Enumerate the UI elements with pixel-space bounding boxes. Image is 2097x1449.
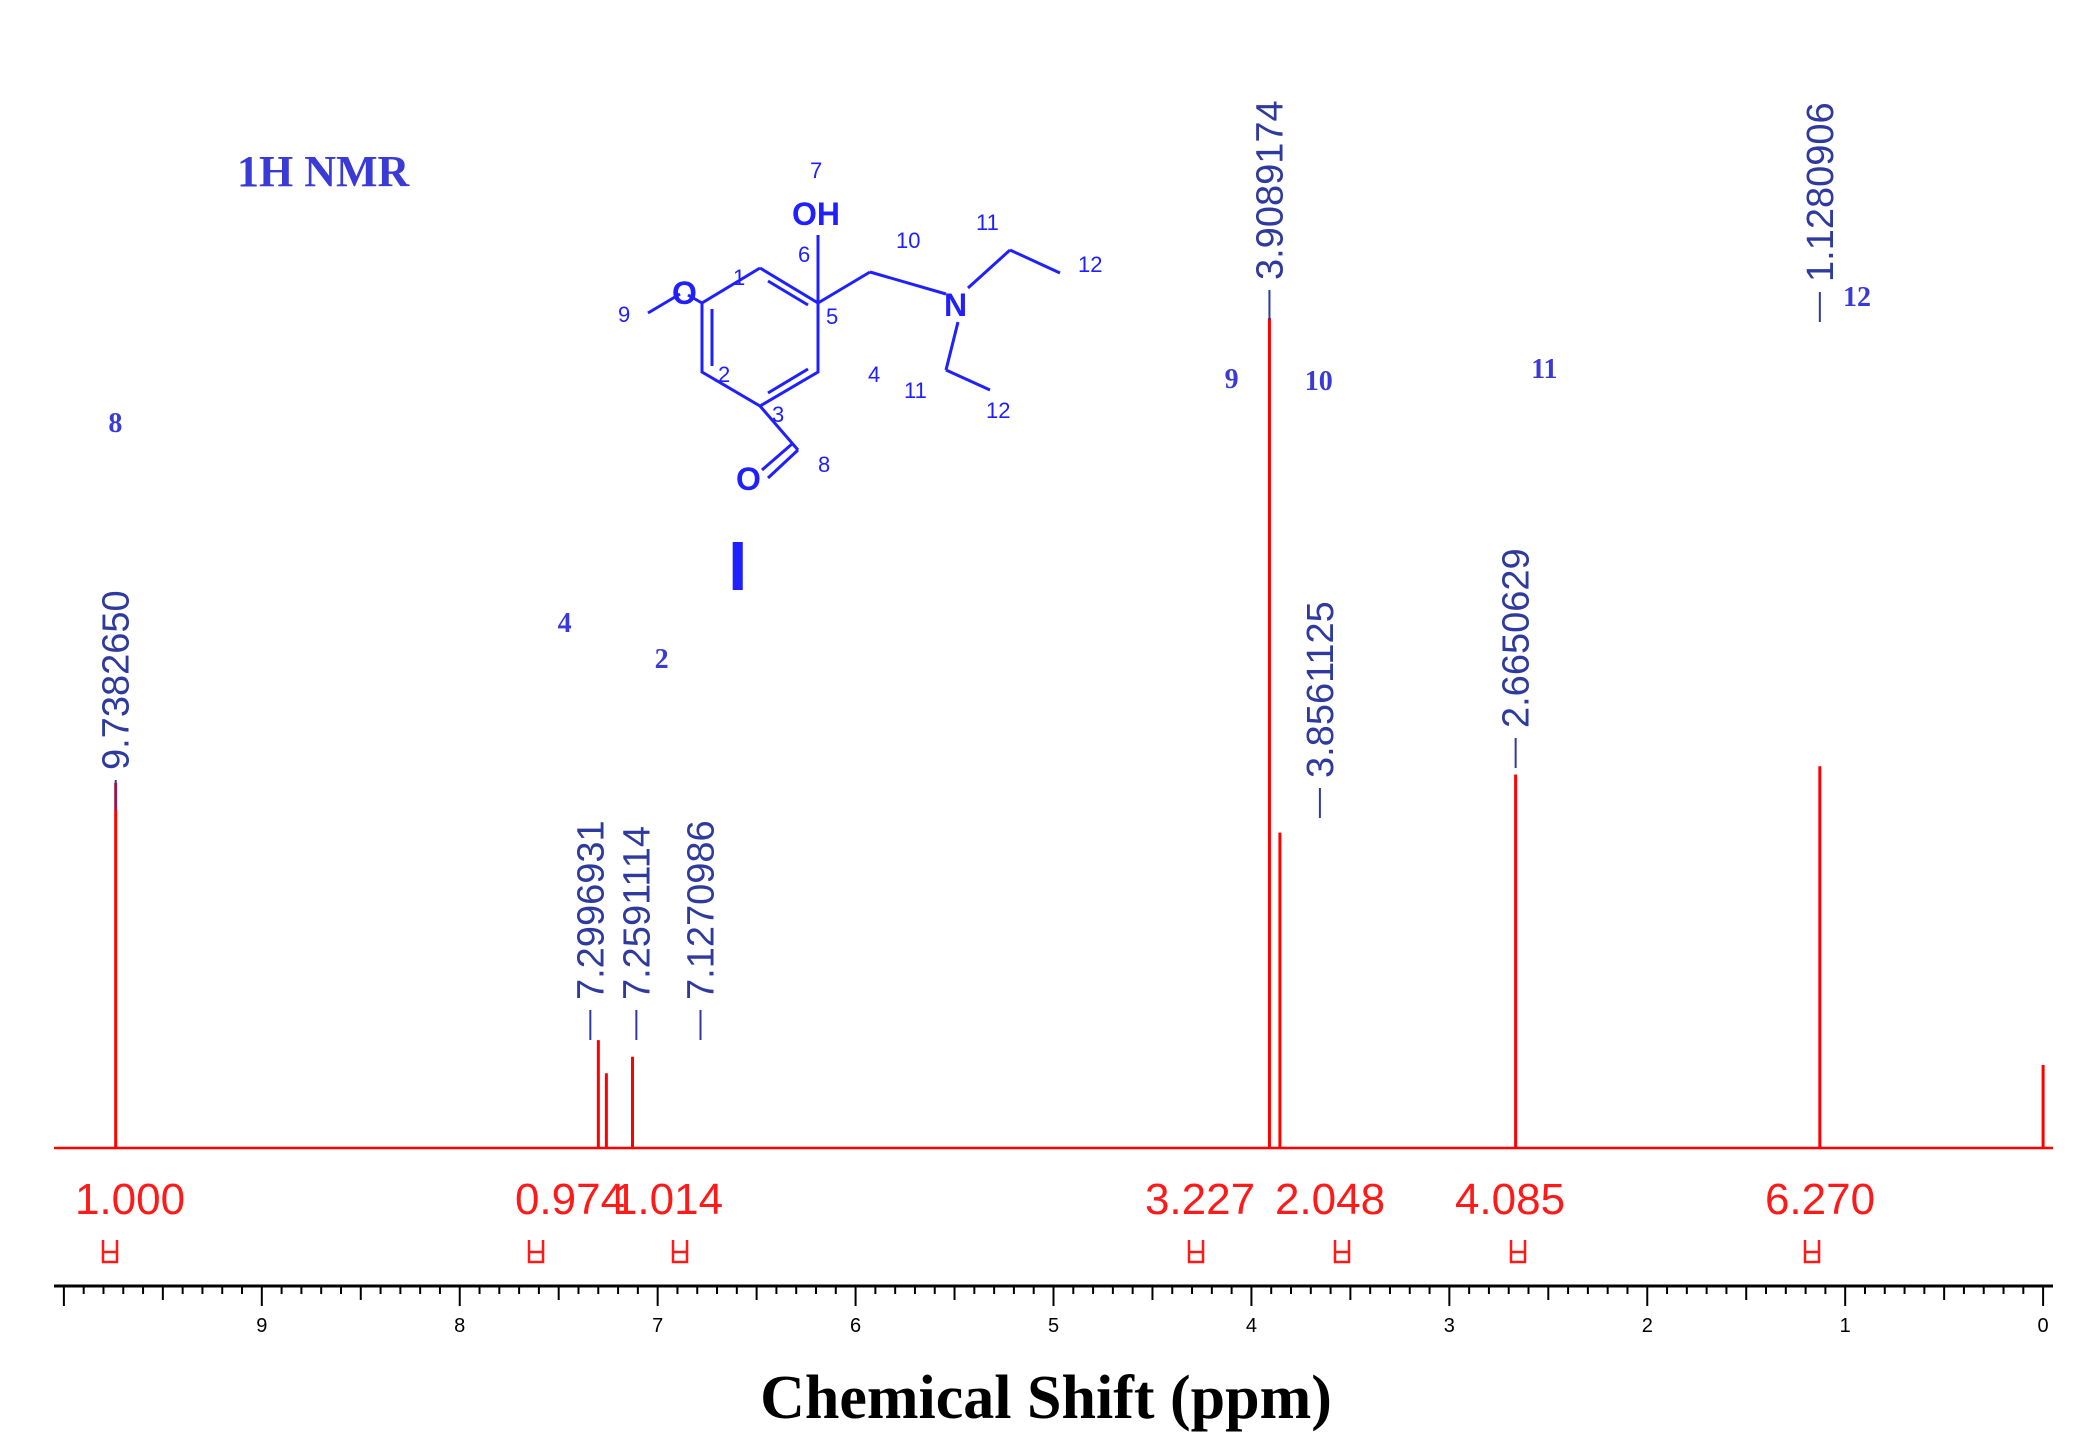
atom-number-10: 10 <box>896 228 920 253</box>
x-tick-label: 0 <box>2038 1315 2049 1337</box>
peak-label-text: 3.8561125 <box>1300 601 1342 778</box>
x-axis-major-ticks: 9 8 7 6 5 4 3 2 1 0 <box>256 1315 2048 1337</box>
co-double-bond <box>766 448 800 480</box>
integral-bracket <box>527 1240 545 1264</box>
peak-label: 3.9089174 <box>1249 100 1291 320</box>
spectrum-peaks <box>114 318 2045 1148</box>
integral-value: 0.974 <box>515 1175 625 1224</box>
integral-bracket <box>1509 1240 1527 1264</box>
x-tick-label: 8 <box>454 1315 465 1337</box>
peak-label: 7.2996931 <box>570 820 612 1040</box>
x-axis-minor-ticks <box>62 1286 2045 1306</box>
x-tick-label: 6 <box>850 1315 861 1337</box>
structure-labels: OH O N O 1 2 3 4 5 6 7 8 9 10 11 11 12 1… <box>618 158 1102 605</box>
integral: 1.000 <box>75 1175 185 1264</box>
assignment-labels: 8 4 2 9 10 11 12 <box>108 282 1871 675</box>
integral: 3.227 <box>1145 1175 1255 1264</box>
peak-label: 1.1280906 <box>1800 102 1842 322</box>
peak-label: 9.7382650 <box>96 590 138 810</box>
ring-inner-bond <box>767 279 809 307</box>
x-tick-label: 4 <box>1246 1315 1257 1337</box>
peak-label-text: 2.6650629 <box>1496 548 1538 728</box>
peak-label-text: 7.1270986 <box>681 820 723 1000</box>
x-tick-label: 3 <box>1444 1315 1455 1337</box>
integral: 2.048 <box>1275 1175 1385 1264</box>
x-tick-label: 1 <box>1840 1315 1851 1337</box>
atom-number-6: 6 <box>798 242 810 267</box>
atom-n: N <box>944 287 967 323</box>
atom-number-12-top: 12 <box>1078 252 1102 277</box>
assignment-label: 2 <box>655 644 669 675</box>
atom-number-5: 5 <box>826 304 838 329</box>
atom-oh: OH <box>792 196 840 232</box>
methoxy-bond <box>687 293 703 305</box>
integral-bracket <box>1333 1240 1351 1264</box>
atom-number-7: 7 <box>810 158 822 183</box>
ethyl-bond <box>966 248 1012 290</box>
assignment-label: 9 <box>1225 364 1239 395</box>
integral-value: 1.014 <box>613 1175 723 1224</box>
peak-label-text: 7.2591114 <box>616 826 658 1000</box>
atom-number-2: 2 <box>718 362 730 387</box>
integral: 1.014 <box>613 1175 723 1264</box>
x-tick-label: 9 <box>256 1315 267 1337</box>
atom-number-11-top: 11 <box>976 210 999 235</box>
assignment-label: 11 <box>1531 354 1557 385</box>
peak-label-text: 7.2996931 <box>570 820 612 1000</box>
atom-number-1: 1 <box>733 265 745 290</box>
integral-value: 6.270 <box>1765 1175 1875 1224</box>
x-axis: 9 8 7 6 5 4 3 2 1 0 <box>54 1284 2053 1337</box>
ring-inner-bond <box>767 367 809 395</box>
assignment-label: 10 <box>1305 366 1333 397</box>
peak-label-text: 1.1280906 <box>1800 102 1842 282</box>
ch2n-bond <box>869 270 947 296</box>
peak-label: 3.8561125 <box>1300 601 1342 818</box>
atom-number-8: 8 <box>818 452 830 477</box>
ethyl-bond <box>944 321 960 371</box>
integral-value: 1.000 <box>75 1175 185 1224</box>
atom-number-9: 9 <box>618 302 630 327</box>
integral: 4.085 <box>1455 1175 1565 1264</box>
x-axis-label: Chemical Shift (ppm) <box>760 1364 1332 1432</box>
atom-number-3: 3 <box>772 402 784 427</box>
integral-value: 2.048 <box>1275 1175 1385 1224</box>
x-tick-label: 2 <box>1642 1315 1653 1337</box>
integral: 6.270 <box>1765 1175 1875 1264</box>
chart-title: 1H NMR <box>237 147 411 196</box>
integral: 0.974 <box>515 1175 625 1264</box>
atom-number-11-bottom: 11 <box>904 378 927 403</box>
atom-o-aldehyde: O <box>736 461 761 497</box>
peak-label-text: 9.7382650 <box>96 590 138 770</box>
integral-bracket <box>1187 1240 1205 1264</box>
atom-number-12-bottom: 12 <box>986 398 1010 423</box>
integral-value: 4.085 <box>1455 1175 1565 1224</box>
integral-value: 3.227 <box>1145 1175 1255 1224</box>
peak-labels: 9.7382650 7.2996931 7.2591114 7.1270986 3.90… <box>96 100 1842 1040</box>
integral-bracket <box>101 1240 119 1264</box>
x-tick-label: 7 <box>652 1315 663 1337</box>
chemical-structure <box>647 235 1061 480</box>
peak-label: 7.2591114 <box>616 826 658 1040</box>
x-tick-label: 5 <box>1048 1315 1059 1337</box>
compound-label: I <box>728 527 747 605</box>
integral-bracket <box>1803 1240 1821 1264</box>
ethyl-bond <box>1009 248 1061 275</box>
assignment-label: 4 <box>558 608 572 639</box>
atom-number-4: 4 <box>868 362 880 387</box>
ch2-bond <box>817 270 871 305</box>
peak-label-text: 3.9089174 <box>1249 100 1291 280</box>
integral-bracket <box>671 1240 689 1264</box>
peak-label: 7.1270986 <box>681 820 723 1040</box>
peak-label: 2.6650629 <box>1496 548 1538 768</box>
co-double-bond-2 <box>761 442 793 472</box>
atom-o-methoxy: O <box>672 275 697 311</box>
assignment-label: 8 <box>108 408 122 439</box>
assignment-label: 12 <box>1843 282 1871 313</box>
methyl-bond <box>647 292 681 315</box>
cho-bond <box>758 405 800 451</box>
ethyl-bond <box>945 368 991 392</box>
